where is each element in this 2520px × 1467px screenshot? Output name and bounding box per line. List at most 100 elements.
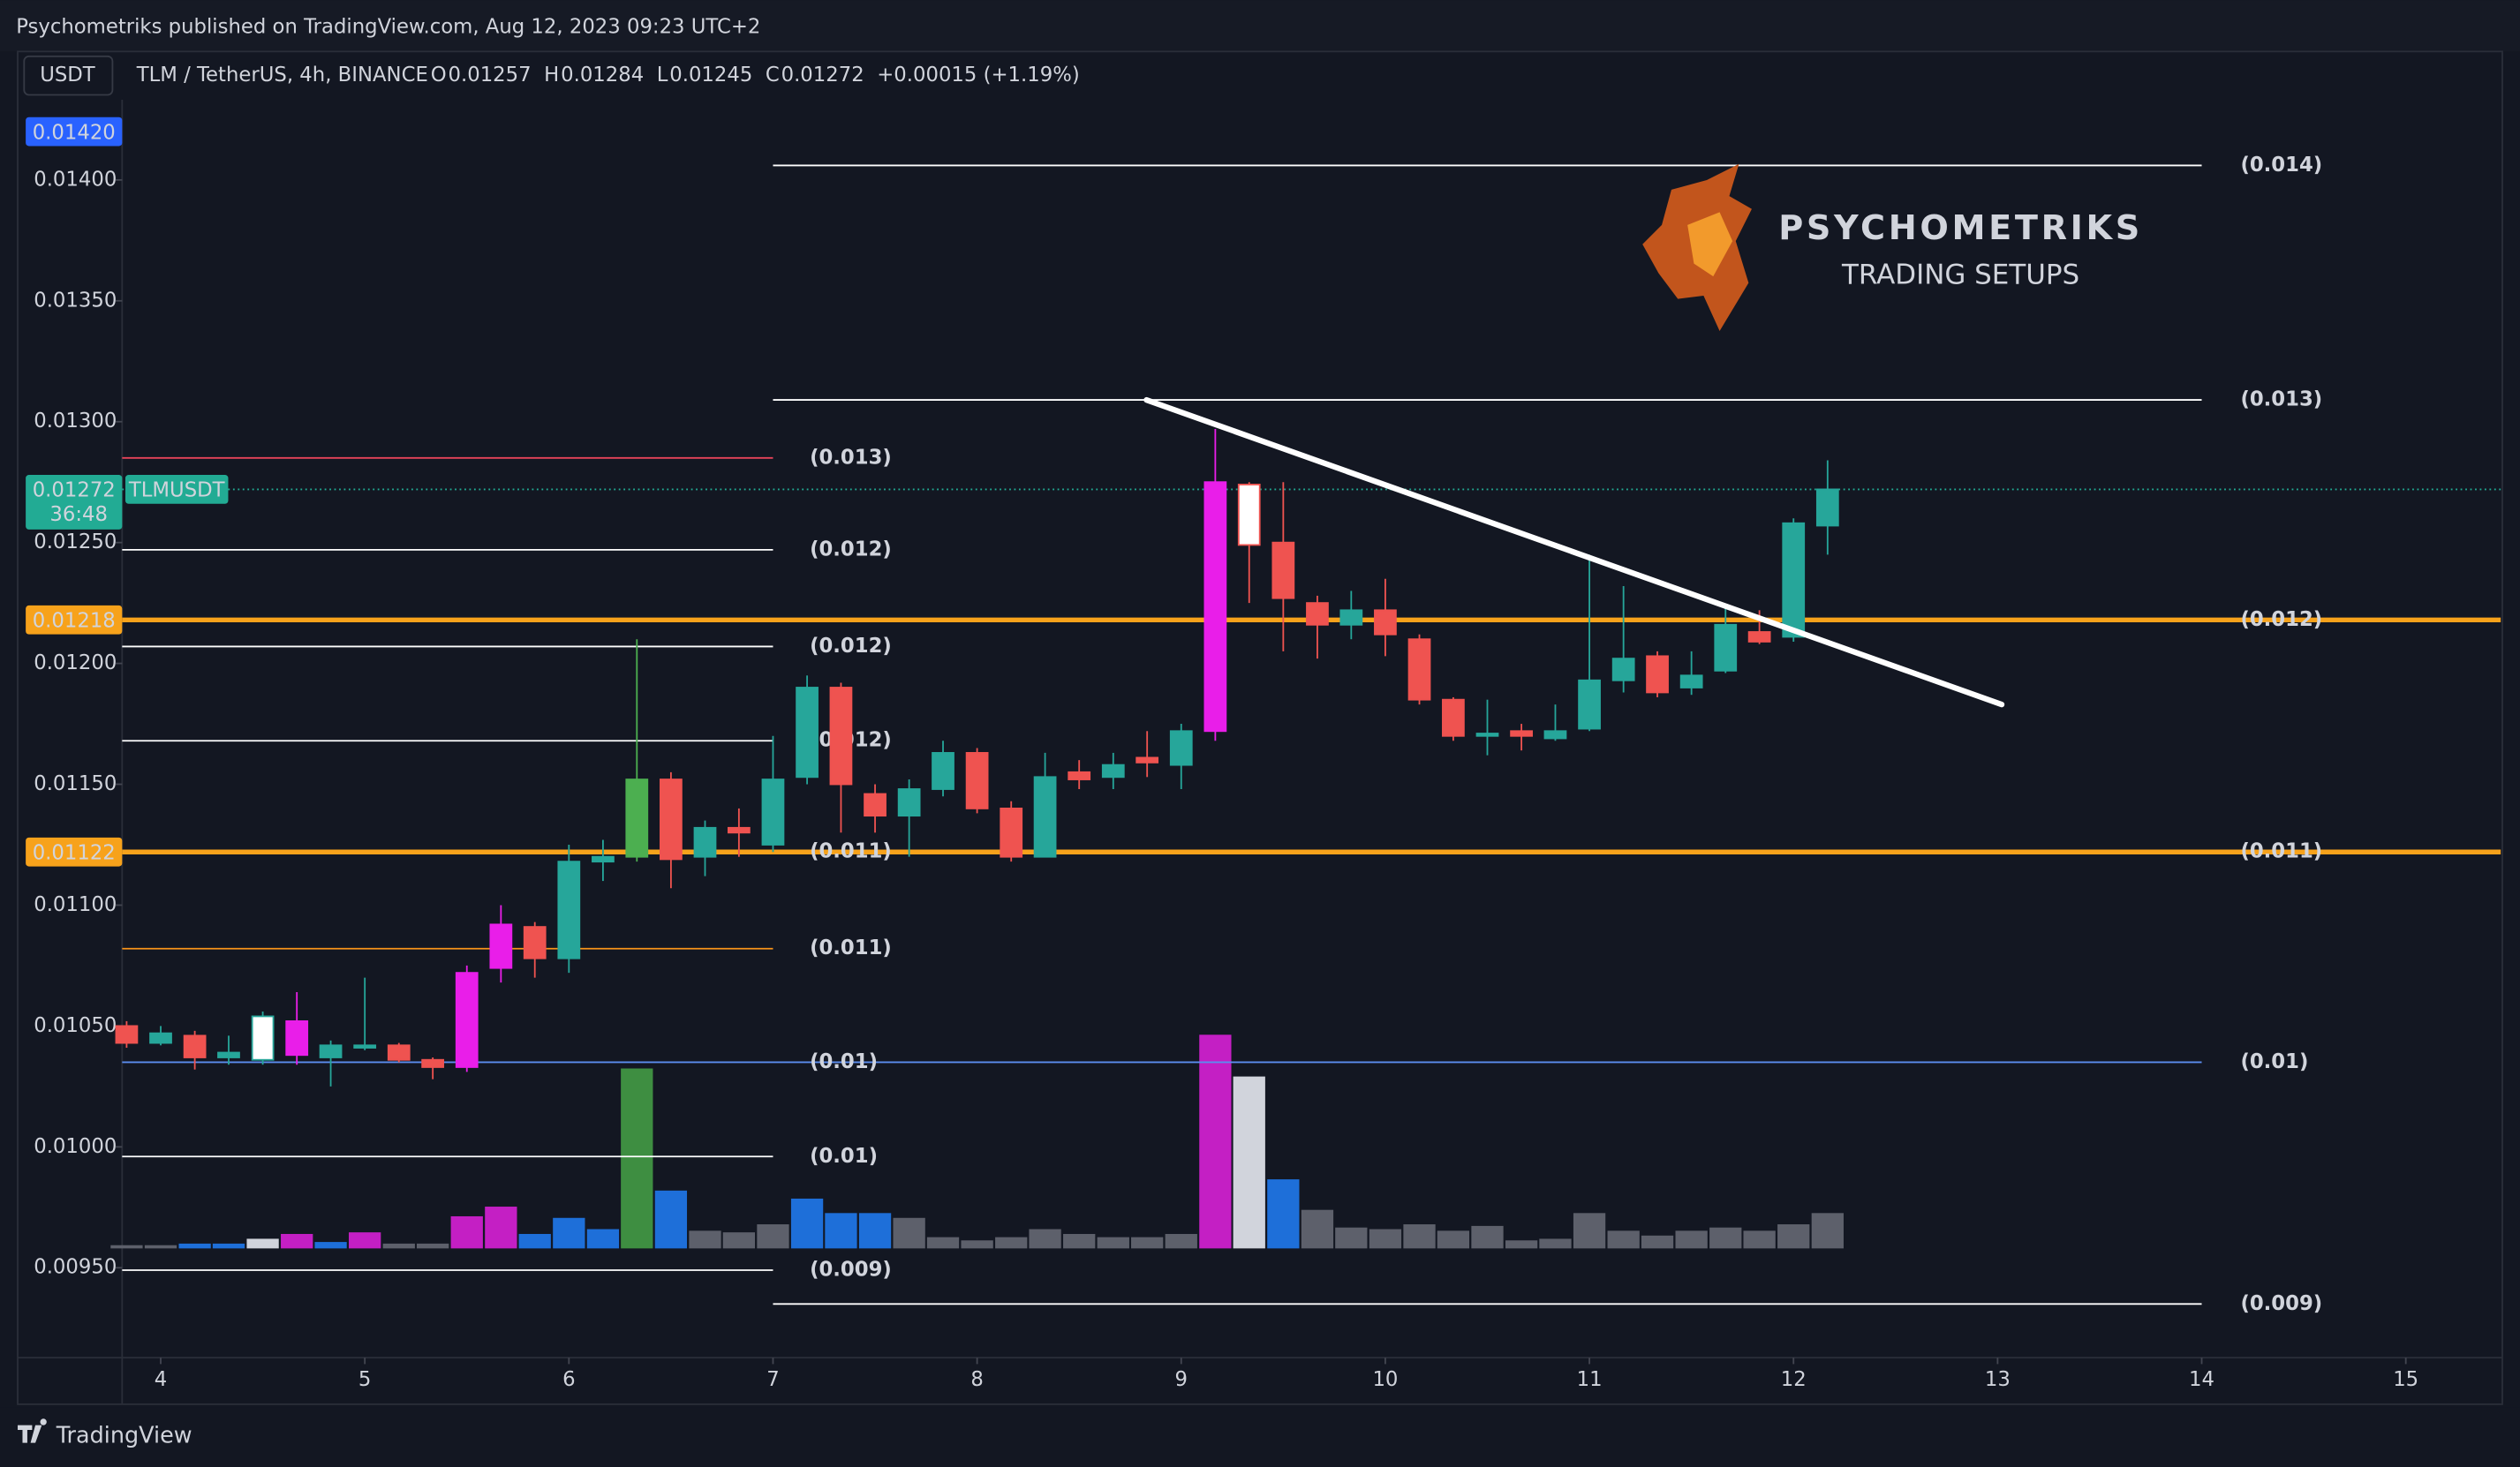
candle-body	[183, 1034, 207, 1058]
volume-bar	[1573, 1213, 1606, 1249]
candle-body	[1747, 631, 1771, 643]
ohlc-value: 0.01272	[781, 64, 864, 87]
candle-body	[319, 1044, 343, 1058]
candle-body	[932, 752, 954, 790]
candle-body	[625, 779, 649, 858]
volume-bar	[1335, 1227, 1368, 1249]
volume-bar	[349, 1232, 381, 1249]
level-label: (0.009)	[2240, 1292, 2322, 1315]
candle-body	[1543, 730, 1567, 740]
y-tick-label: 0.01200	[34, 651, 117, 674]
volume-bar	[961, 1240, 993, 1249]
level-label: (0.01)	[810, 1145, 878, 1168]
level-label: (0.009)	[810, 1258, 892, 1281]
trendline	[1143, 396, 2005, 708]
volume-bar	[485, 1207, 517, 1249]
volume-bar	[1369, 1229, 1402, 1249]
current-price-label: 0.01272	[33, 479, 116, 502]
candle-body	[1033, 776, 1057, 858]
ohlc-value: 0.01257	[449, 64, 532, 87]
volume-bar	[553, 1217, 585, 1249]
candle-body	[796, 687, 819, 779]
volume-bar	[1811, 1213, 1844, 1249]
candle-body	[660, 779, 683, 861]
x-tick-label: 9	[1175, 1368, 1188, 1391]
price-tag	[26, 117, 123, 147]
volume-bar	[1607, 1230, 1640, 1249]
level-label: (0.01)	[2240, 1050, 2308, 1073]
level-label: (0.011)	[810, 937, 892, 959]
ohlc-key: L	[657, 64, 668, 87]
chart-frame	[17, 50, 2503, 1405]
volume-bar	[1641, 1235, 1674, 1249]
symbol-tag	[124, 475, 229, 504]
candle-body	[149, 1032, 172, 1044]
x-tick-label: 7	[766, 1368, 779, 1391]
candle-body	[1407, 638, 1431, 701]
candle-body	[557, 861, 581, 959]
header-bar	[0, 0, 2520, 52]
candle-body	[285, 1020, 309, 1057]
footer-brand[interactable]: TradingView	[56, 1422, 192, 1448]
x-tick-label: 15	[2393, 1368, 2418, 1391]
y-tick-label: 0.01050	[34, 1014, 117, 1037]
candle-body	[592, 855, 615, 863]
symbol: TLM / TetherUS, 4h, BINANCE	[136, 64, 428, 87]
volume-bar	[1131, 1237, 1164, 1249]
x-tick-label: 10	[1372, 1368, 1398, 1391]
volume-bar	[654, 1190, 688, 1249]
volume-bar	[416, 1243, 449, 1249]
volume-bar	[1709, 1227, 1742, 1249]
logo-icon-detail	[1687, 212, 1733, 277]
volume-bar	[1165, 1233, 1197, 1249]
x-tick-label: 8	[970, 1368, 983, 1391]
volume-bar	[586, 1229, 620, 1249]
candle-body	[1646, 655, 1669, 694]
volume-bar	[450, 1215, 483, 1249]
candle-body	[1101, 764, 1125, 779]
price-tag-label: 0.01218	[33, 610, 116, 633]
volume-bar	[1063, 1233, 1096, 1249]
volume-bar	[518, 1233, 551, 1249]
candle-body	[897, 788, 921, 817]
candle-body	[387, 1044, 411, 1061]
price-tag-label: 0.01122	[33, 842, 116, 865]
ohlc-legend: O 0.01257 H 0.01284 L 0.01245 C 0.01272 +0.00015…	[431, 64, 1080, 87]
logo-subtitle: TRADING SETUPS	[1841, 260, 2079, 291]
y-tick-label: 0.01250	[34, 530, 117, 553]
volume-bar	[1267, 1179, 1300, 1249]
candle-body	[693, 826, 717, 858]
candle-body	[489, 923, 513, 969]
candle-body	[1714, 623, 1738, 672]
footer-bar	[0, 1407, 2520, 1467]
volume-bar	[1437, 1230, 1470, 1249]
candle-body	[115, 1025, 139, 1044]
volume-bar	[281, 1233, 313, 1249]
ohlc-key: C	[766, 64, 780, 87]
volume-bar	[689, 1230, 721, 1249]
y-tick-label: 0.01150	[34, 772, 117, 795]
candle-body	[1000, 808, 1023, 858]
level-label: (0.013)	[2240, 388, 2322, 411]
currency-button[interactable]	[23, 55, 114, 96]
y-tick-label: 0.01300	[34, 410, 117, 433]
symbol-tag-label: TLMUSDT	[128, 479, 225, 502]
volume-bar	[1777, 1224, 1810, 1249]
current-price-tag	[26, 475, 123, 530]
volume-bar	[1675, 1230, 1708, 1249]
candle-body	[761, 779, 785, 846]
candle-body	[1237, 484, 1261, 546]
volume-bar	[893, 1217, 925, 1249]
volume-bar	[790, 1198, 824, 1249]
candle-body	[1136, 756, 1159, 764]
x-tick-label: 12	[1781, 1368, 1807, 1391]
candle-body	[523, 926, 547, 959]
currency-label: USDT	[40, 64, 95, 87]
volume-bar	[1233, 1076, 1265, 1249]
candle-body	[353, 1044, 377, 1049]
x-tick-label: 4	[155, 1368, 167, 1391]
volume-bar	[1403, 1224, 1436, 1249]
candle-body	[1306, 602, 1329, 626]
